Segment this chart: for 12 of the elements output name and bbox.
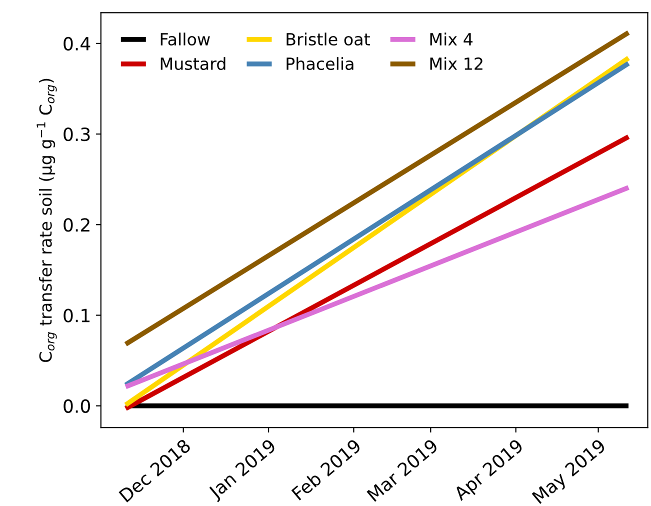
legend-label: Fallow [160,32,210,46]
legend-label: Mix 12 [430,57,482,70]
legend-label: Mix 4 [430,32,473,46]
y-tick-label: 0.3 [64,128,90,142]
y-tick-label: 0.0 [64,399,90,413]
y-tick-label: 0.4 [64,36,90,51]
y-tick-label: 0.1 [64,308,90,322]
legend-label: Phacelia [286,57,354,70]
legend-label: Bristle oat [286,32,370,46]
y-tick-label: 0.2 [64,218,90,232]
legend-label: Mustard [160,57,226,70]
y-axis-title: C$_{org}$ transfer rate soil (µg g$^{−1}$ C$_{org}$) [36,78,57,362]
